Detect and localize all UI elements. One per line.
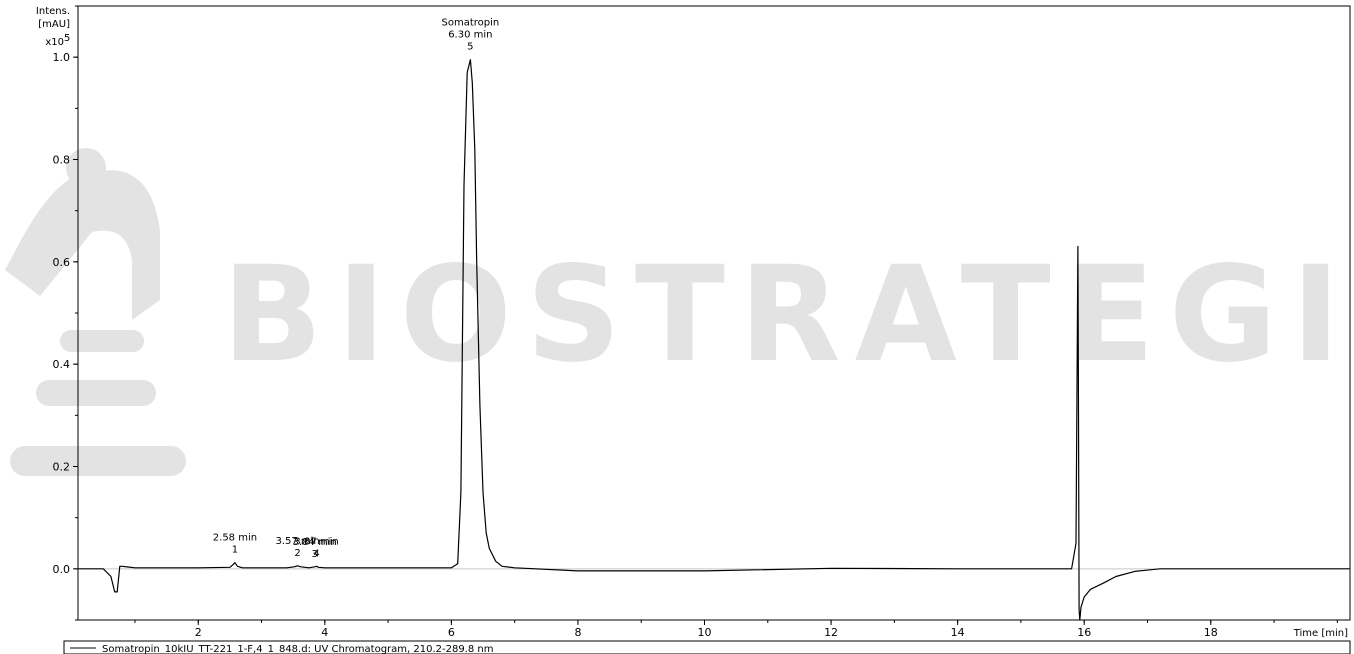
x-tick-label: 16 [1077, 626, 1091, 639]
watermark-logo-base [10, 446, 186, 476]
x-tick-label: 4 [321, 626, 328, 639]
y-axis-scale: x10 [45, 37, 64, 48]
peak-label: Somatropin [441, 18, 499, 29]
y-tick-label: 0.0 [53, 563, 71, 576]
peak-label: 3.87 min [294, 536, 338, 547]
peak-label: 5 [467, 42, 473, 53]
peak-label: 3.57 min [275, 536, 319, 547]
watermark-logo-stem-1 [36, 380, 156, 406]
peak-label: 4 [313, 548, 319, 559]
x-tick-label: 6 [448, 626, 455, 639]
peak-label: 2.58 min [213, 533, 257, 544]
legend-entry: Somatropin_10kIU_TT-221_1-F,4_1_848.d: U… [102, 644, 494, 654]
y-axis-unit: [mAU] [38, 19, 70, 30]
legend-box [63, 640, 1351, 654]
y-tick-label: 0.2 [53, 461, 71, 474]
x-tick-label: 18 [1204, 626, 1218, 639]
y-tick-label: 1.0 [53, 51, 71, 64]
watermark-logo: BIOSTRATEGIX [5, 148, 1354, 476]
peak-label: 2 [294, 548, 300, 559]
x-axis-title: Time [min] [1293, 628, 1348, 639]
x-tick-label: 8 [574, 626, 581, 639]
y-axis-title: Intens. [36, 6, 70, 17]
y-tick-label: 0.4 [53, 358, 71, 371]
y-tick-label: 0.6 [53, 256, 71, 269]
watermark-logo-horse-head [5, 170, 160, 320]
peak-label: 3 [311, 549, 317, 560]
peak-label: 3.84 min [293, 537, 337, 548]
x-tick-label: 2 [195, 626, 202, 639]
series-line [78, 59, 1350, 621]
plot-area: 0.00.20.40.60.81.02 4 6 8 10 12 14 16 18Intens.[… [36, 5, 1351, 654]
peak-label: 1 [232, 545, 238, 556]
x-tick-label: 14 [951, 626, 965, 639]
x-tick-label: 10 [698, 626, 712, 639]
watermark-text: BIOSTRATEGIX [222, 238, 1354, 392]
x-tick-label: 12 [824, 626, 838, 639]
watermark-logo-stem-2 [60, 330, 144, 352]
peak-label: 6.30 min [448, 30, 492, 41]
y-axis-scale-exponent: 5 [64, 33, 70, 44]
y-tick-label: 0.8 [53, 154, 71, 167]
